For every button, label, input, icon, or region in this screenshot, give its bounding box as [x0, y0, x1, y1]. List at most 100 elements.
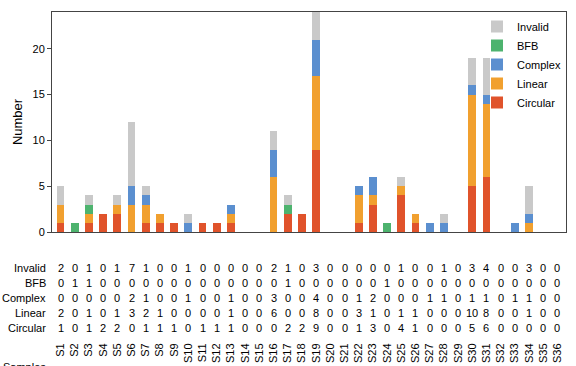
svg-text:0: 0: [100, 292, 106, 304]
svg-text:0: 0: [72, 262, 78, 274]
svg-text:Linear: Linear: [517, 78, 548, 90]
svg-text:1: 1: [526, 292, 532, 304]
svg-text:1: 1: [200, 322, 206, 334]
svg-text:1: 1: [441, 262, 447, 274]
svg-text:0: 0: [256, 277, 262, 289]
svg-text:0: 0: [412, 292, 418, 304]
svg-text:0: 0: [384, 307, 390, 319]
svg-text:0: 0: [271, 322, 277, 334]
svg-text:3: 3: [129, 307, 135, 319]
svg-text:S8: S8: [153, 343, 165, 356]
svg-text:0: 0: [427, 322, 433, 334]
svg-text:0: 0: [498, 322, 504, 334]
svg-text:S4: S4: [97, 343, 109, 356]
svg-text:0: 0: [271, 277, 277, 289]
svg-text:Samples: Samples: [3, 361, 46, 366]
svg-text:0: 0: [455, 322, 461, 334]
svg-text:1: 1: [58, 322, 64, 334]
svg-text:0: 0: [342, 277, 348, 289]
svg-text:0: 0: [370, 262, 376, 274]
svg-text:8: 8: [313, 307, 319, 319]
svg-text:1: 1: [412, 322, 418, 334]
svg-text:0: 0: [200, 262, 206, 274]
svg-text:S15: S15: [253, 343, 265, 363]
svg-text:1: 1: [285, 262, 291, 274]
svg-text:0: 0: [157, 262, 163, 274]
svg-text:Invalid: Invalid: [14, 262, 46, 274]
svg-text:1: 1: [114, 262, 120, 274]
svg-text:0: 0: [129, 277, 135, 289]
svg-text:0: 0: [554, 277, 560, 289]
svg-text:2: 2: [299, 322, 305, 334]
svg-text:S31: S31: [480, 343, 492, 363]
svg-text:1: 1: [384, 277, 390, 289]
svg-text:1: 1: [86, 262, 92, 274]
svg-text:0: 0: [214, 277, 220, 289]
svg-text:0: 0: [427, 277, 433, 289]
svg-text:0: 0: [185, 277, 191, 289]
svg-text:S33: S33: [508, 343, 520, 363]
svg-text:3: 3: [370, 322, 376, 334]
svg-text:0: 0: [129, 322, 135, 334]
svg-text:3: 3: [313, 262, 319, 274]
svg-text:2: 2: [370, 292, 376, 304]
svg-text:0: 0: [498, 307, 504, 319]
svg-text:0: 0: [200, 277, 206, 289]
svg-text:0: 0: [299, 307, 305, 319]
svg-text:1: 1: [143, 262, 149, 274]
svg-text:0: 0: [299, 262, 305, 274]
svg-text:0: 0: [384, 262, 390, 274]
svg-text:0: 0: [171, 277, 177, 289]
svg-text:0: 0: [242, 262, 248, 274]
svg-text:0: 0: [242, 307, 248, 319]
svg-text:1: 1: [427, 292, 433, 304]
svg-text:S3: S3: [82, 343, 94, 356]
svg-text:0: 0: [242, 277, 248, 289]
svg-text:S18: S18: [295, 343, 307, 363]
svg-text:1: 1: [157, 307, 163, 319]
svg-text:0: 0: [427, 262, 433, 274]
svg-text:0: 0: [171, 307, 177, 319]
svg-text:0: 0: [327, 262, 333, 274]
svg-text:0: 0: [114, 277, 120, 289]
svg-text:0: 0: [469, 277, 475, 289]
svg-text:0: 0: [512, 307, 518, 319]
svg-text:1: 1: [185, 292, 191, 304]
svg-text:3: 3: [356, 307, 362, 319]
svg-text:0: 0: [342, 292, 348, 304]
svg-text:0: 0: [327, 292, 333, 304]
svg-text:0: 0: [512, 277, 518, 289]
svg-text:5: 5: [469, 322, 475, 334]
svg-text:S2: S2: [68, 343, 80, 356]
svg-text:0: 0: [228, 262, 234, 274]
svg-text:0: 0: [412, 277, 418, 289]
svg-text:0: 0: [455, 292, 461, 304]
svg-text:0: 0: [384, 292, 390, 304]
svg-text:S34: S34: [523, 343, 535, 363]
svg-text:1: 1: [86, 277, 92, 289]
svg-text:0: 0: [412, 262, 418, 274]
svg-text:S30: S30: [466, 343, 478, 363]
svg-text:0: 0: [256, 262, 262, 274]
svg-text:1: 1: [114, 307, 120, 319]
svg-text:0: 0: [100, 307, 106, 319]
svg-text:2: 2: [58, 262, 64, 274]
svg-text:0: 0: [554, 307, 560, 319]
svg-text:6: 6: [483, 322, 489, 334]
svg-text:2: 2: [100, 322, 106, 334]
svg-text:1: 1: [441, 292, 447, 304]
svg-text:S35: S35: [537, 343, 549, 363]
svg-text:0: 0: [441, 307, 447, 319]
svg-text:0: 0: [86, 292, 92, 304]
svg-text:S25: S25: [395, 343, 407, 363]
svg-text:0: 0: [242, 292, 248, 304]
svg-text:1: 1: [143, 292, 149, 304]
svg-text:6: 6: [271, 307, 277, 319]
svg-text:0: 0: [285, 307, 291, 319]
svg-text:0: 0: [185, 322, 191, 334]
svg-text:0: 0: [200, 292, 206, 304]
svg-text:0: 0: [455, 277, 461, 289]
svg-text:0: 0: [441, 277, 447, 289]
svg-text:3: 3: [469, 262, 475, 274]
svg-text:Circular: Circular: [517, 97, 555, 109]
